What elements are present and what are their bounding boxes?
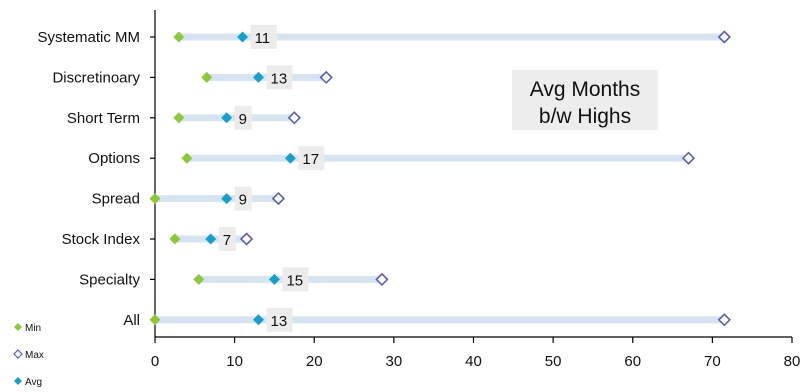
avg-label-background (266, 307, 293, 332)
chart-title: Avg Months b/w Highs (512, 70, 658, 130)
range-bar (178, 33, 725, 41)
min-marker (193, 273, 205, 285)
avg-data-label: 17 (302, 151, 319, 168)
range-bar (206, 73, 327, 81)
avg-marker (205, 233, 217, 245)
legend: Min Max Avg (13, 323, 44, 388)
category-label: Systematic MM (37, 29, 140, 46)
x-tick-label: 20 (306, 353, 323, 370)
avg-data-label: 9 (239, 192, 247, 209)
avg-marker (221, 112, 233, 124)
title-background (512, 70, 658, 130)
range-bar (155, 316, 725, 324)
title-line-1: Avg Months (530, 78, 641, 101)
avg-data-label: 9 (239, 111, 247, 128)
avg-data-label: 7 (223, 232, 231, 249)
x-tick-label: 70 (704, 353, 721, 370)
min-marker (181, 152, 193, 164)
category-label: All (123, 312, 140, 329)
avg-marker (221, 193, 233, 205)
x-tick-label: 0 (151, 353, 159, 370)
category-label: Stock Index (62, 231, 141, 248)
category-label: Specialty (79, 271, 140, 288)
avg-label-background (250, 25, 277, 49)
legend-label-avg: Avg (25, 377, 42, 388)
max-marker (287, 111, 301, 125)
avg-marker (237, 31, 249, 43)
avg-label-background (234, 186, 252, 211)
max-marker (239, 232, 254, 246)
avg-marker (253, 71, 265, 83)
max-marker (717, 30, 731, 44)
max-marker (271, 191, 286, 206)
x-tick-label: 80 (784, 353, 801, 370)
avg-marker (284, 152, 296, 164)
x-tick-label: 50 (545, 353, 562, 370)
avg-data-label: 13 (271, 70, 288, 87)
max-marker (319, 70, 333, 85)
range-bar (155, 195, 279, 203)
avg-label-background (218, 227, 236, 251)
max-marker (717, 313, 731, 327)
title-line-2: b/w Highs (539, 105, 631, 128)
avg-label-background (282, 267, 309, 292)
max-marker (681, 151, 696, 165)
legend-label-min: Min (25, 323, 41, 334)
range-bar (186, 154, 689, 162)
min-marker (169, 233, 181, 245)
legend-marker-avg (14, 377, 22, 385)
legend-marker-min (14, 323, 22, 331)
min-marker (173, 112, 185, 124)
category-label: Discretinoary (52, 69, 140, 86)
avg-label-background (298, 146, 325, 171)
min-marker (149, 314, 161, 326)
avg-data-label: 15 (286, 272, 303, 289)
min-marker (149, 193, 161, 205)
avg-label-background (266, 65, 293, 90)
avg-label-background (234, 105, 252, 130)
avg-data-label: 11 (255, 30, 271, 47)
x-tick-label: 10 (226, 353, 243, 370)
category-label: Spread (92, 191, 140, 208)
avg-marker (253, 314, 265, 326)
x-tick-label: 40 (465, 353, 482, 370)
legend-marker-max (13, 349, 23, 359)
avg-data-label: 13 (271, 313, 288, 330)
legend-label-max: Max (25, 350, 44, 361)
category-label: Options (88, 150, 140, 167)
avg-marker (268, 273, 280, 285)
max-marker (375, 272, 389, 287)
x-tick-label: 60 (624, 353, 641, 370)
x-tick-label: 30 (386, 353, 403, 370)
category-label: Short Term (67, 110, 140, 127)
min-marker (173, 31, 185, 43)
min-marker (201, 71, 213, 83)
